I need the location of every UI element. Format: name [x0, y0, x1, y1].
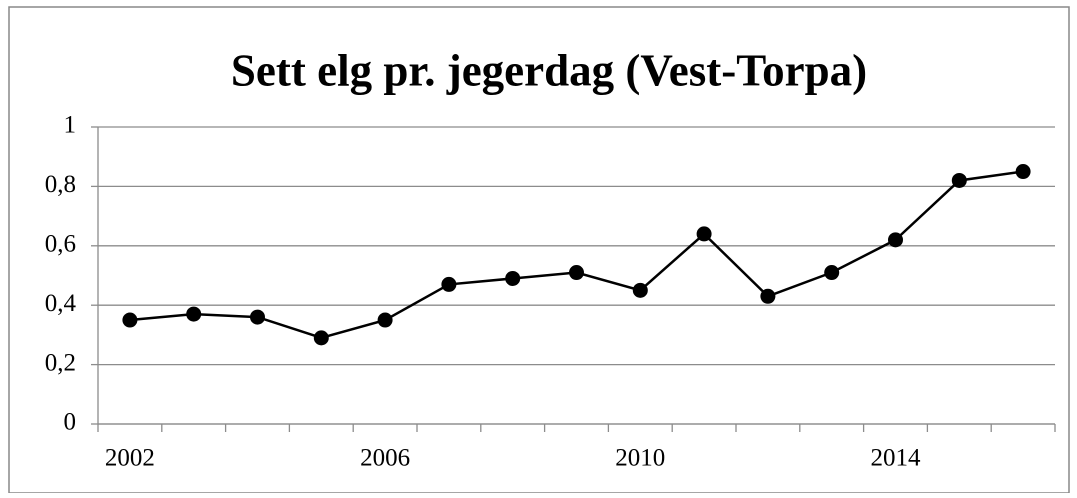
y-tick-label: 0,4 — [45, 290, 77, 317]
marker — [632, 282, 648, 298]
marker — [122, 312, 138, 328]
chart-frame — [8, 6, 1070, 494]
x-tick-label: 2006 — [360, 445, 410, 472]
marker — [441, 276, 457, 292]
marker — [569, 265, 584, 281]
marker — [888, 232, 903, 248]
marker — [313, 330, 329, 346]
marker — [186, 306, 202, 322]
y-tick-label: 0,6 — [45, 231, 76, 258]
y-tick-label: 0 — [64, 409, 77, 436]
marker — [505, 270, 521, 286]
x-tick-label: 2002 — [105, 445, 155, 472]
marker — [696, 226, 712, 242]
y-tick-label: 1 — [64, 112, 77, 139]
marker — [1015, 164, 1031, 180]
x-tick-label: 2010 — [615, 445, 665, 472]
y-tick-label: 0,2 — [45, 349, 76, 376]
marker — [951, 172, 967, 188]
x-tick-label: 2014 — [871, 445, 922, 472]
marker — [760, 288, 776, 304]
marker — [250, 309, 265, 325]
y-tick-label: 0,8 — [45, 171, 76, 198]
chart-title: Sett elg pr. jegerdag (Vest-Torpa) — [231, 45, 867, 95]
marker — [377, 312, 393, 328]
marker — [824, 265, 840, 281]
